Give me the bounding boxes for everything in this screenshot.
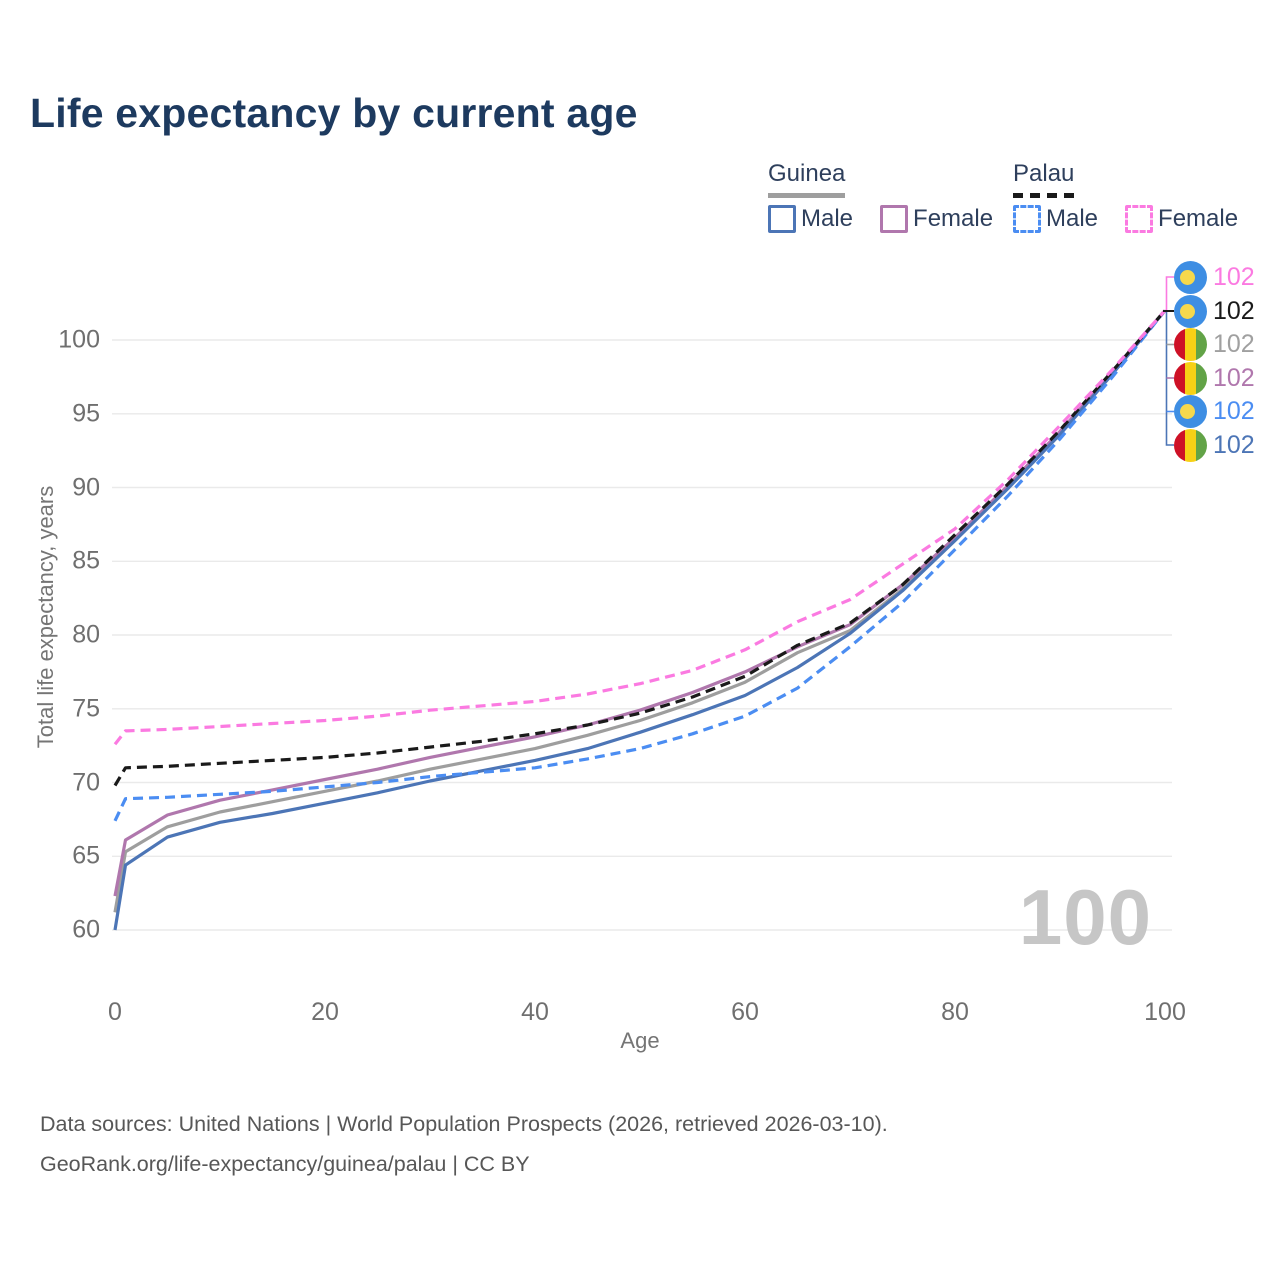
guinea-flag-icon: [1174, 361, 1207, 395]
y-tick-label: 75: [72, 694, 100, 723]
guinea-flag-icon: [1174, 428, 1207, 462]
legend-item-palau-male[interactable]: Male: [1013, 205, 1098, 233]
x-axis-title: Age: [620, 1028, 660, 1053]
guinea-flag-icon: [1174, 328, 1207, 361]
palau-flag-icon: [1174, 294, 1207, 328]
end-value-label: 102: [1213, 397, 1255, 425]
palau-male-swatch-icon: [1013, 205, 1041, 233]
y-tick-label: 85: [72, 546, 100, 575]
end-label-row: 102: [1174, 260, 1255, 294]
end-value-label: 102: [1213, 363, 1255, 392]
age-watermark: 100: [1018, 873, 1152, 961]
end-label-row: 102: [1174, 361, 1255, 395]
series-line-palau-female[interactable]: [113, 309, 1167, 746]
legend-item-label: Male: [801, 205, 854, 232]
x-tick-label: 60: [731, 998, 759, 1026]
legend-country-palau[interactable]: Palau: [1013, 160, 1075, 198]
y-tick-label: 95: [72, 399, 100, 428]
x-tick-label: 20: [311, 998, 339, 1026]
end-value-label: 102: [1213, 262, 1255, 291]
legend-item-palau-female[interactable]: Female: [1125, 205, 1238, 233]
legend-country-guinea[interactable]: Guinea: [768, 160, 846, 198]
y-tick-label: 65: [72, 841, 100, 870]
series-line-palau-male[interactable]: [113, 309, 1167, 822]
legend-item-label: Female: [913, 205, 994, 232]
end-label-row: 102: [1174, 428, 1255, 462]
legend-item-label: Female: [1158, 205, 1239, 232]
page-title: Life expectancy by current age: [30, 90, 638, 136]
y-tick-label: 100: [58, 325, 100, 354]
series-line-guinea-male[interactable]: [113, 309, 1167, 931]
guinea-male-swatch-icon: [768, 205, 796, 233]
y-tick-label: 90: [72, 473, 100, 501]
palau-flag-icon: [1174, 260, 1207, 294]
y-tick-label: 60: [72, 915, 100, 944]
y-axis-title: Total life expectancy, years: [33, 485, 58, 749]
legend-group-palau: Palau Male Female: [1013, 160, 1238, 233]
y-tick-label: 70: [72, 768, 100, 796]
y-tick-label: 80: [72, 620, 100, 649]
x-tick-label: 100: [1144, 998, 1186, 1026]
guinea-female-swatch-icon: [880, 205, 909, 233]
connector-palau-female: [1165, 276, 1174, 312]
end-value-label: 102: [1213, 430, 1255, 459]
x-tick-label: 80: [941, 998, 969, 1026]
legend-item-guinea-male[interactable]: Male: [768, 205, 853, 233]
x-tick-label: 40: [521, 998, 549, 1026]
palau-female-swatch-icon: [1125, 205, 1154, 233]
series-line-palau-all[interactable]: [113, 309, 1167, 787]
series-line-guinea-all[interactable]: [113, 309, 1167, 913]
legend-group-guinea: Guinea Male Female: [768, 160, 993, 233]
legend-item-label: Male: [1046, 205, 1099, 232]
connector-guinea-male: [1165, 312, 1174, 446]
end-label-row: 102: [1174, 294, 1255, 328]
end-label-row: 102: [1174, 328, 1255, 362]
end-value-label: 102: [1213, 296, 1255, 325]
legend-item-guinea-female[interactable]: Female: [880, 205, 993, 233]
footer: Data sources: United Nations | World Pop…: [40, 1104, 888, 1184]
end-label-row: 102: [1174, 395, 1255, 429]
end-value-label: 102: [1213, 330, 1255, 358]
footer-url: GeoRank.org/life-expectancy/guinea/palau…: [40, 1152, 530, 1176]
palau-flag-icon: [1174, 395, 1207, 428]
x-tick-label: 0: [108, 998, 122, 1026]
series-line-guinea-female[interactable]: [113, 309, 1167, 897]
footer-data-sources: Data sources: United Nations | World Pop…: [40, 1112, 888, 1136]
